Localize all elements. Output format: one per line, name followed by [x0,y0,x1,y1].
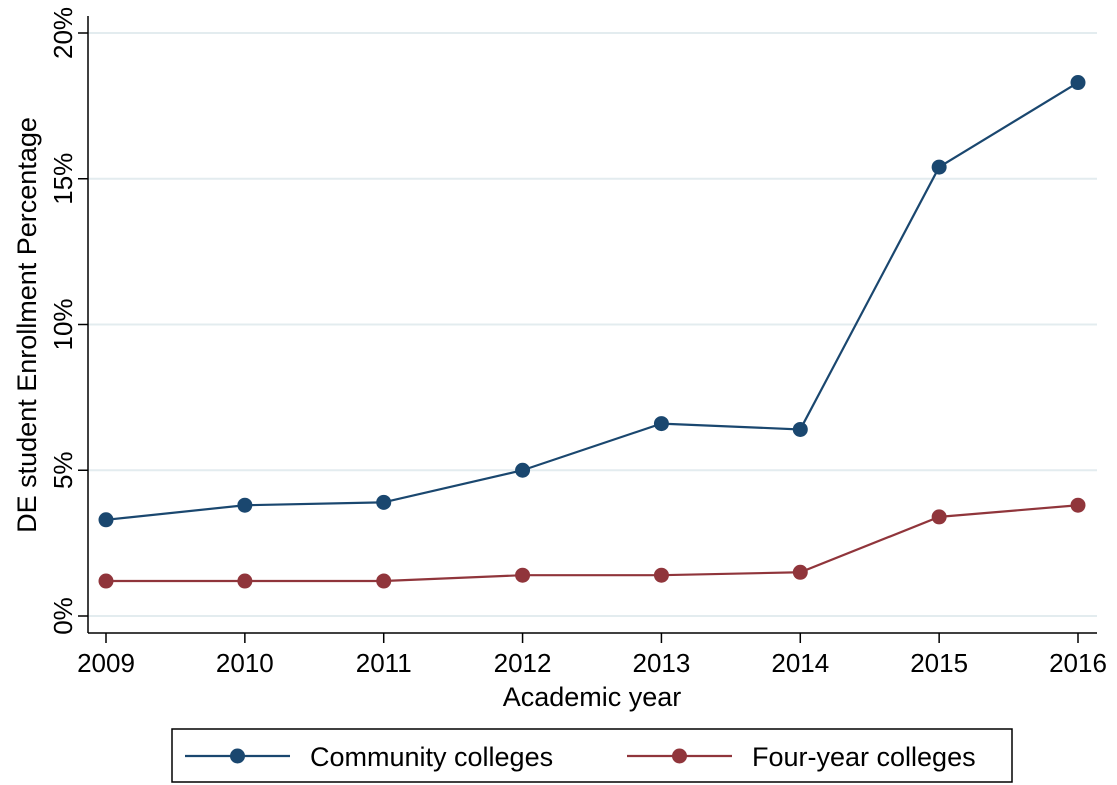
data-point [515,462,531,478]
series-2 [98,497,1086,589]
legend-marker [230,748,245,764]
data-point [376,573,392,589]
x-tick-label: 2015 [910,648,968,678]
series-line [105,81,1079,521]
y-axis-title: DE student Enrollment Percentage [12,117,42,533]
legend-box [171,728,1013,783]
legend-items: Community colleges Four-year colleges [185,742,976,772]
x-tick-label: 2011 [356,648,412,678]
x-axis-title: Academic year [503,682,682,712]
y-tick-label: 10% [48,298,78,350]
legend-item: Community colleges [185,742,553,772]
x-ticks: 2009 2010 2011 2012 2013 2014 2015 2016 [77,633,1107,678]
data-point [237,497,253,513]
data-point [376,494,392,510]
y-tick-label: 20% [48,7,78,59]
y-tick-label: 0% [48,597,78,635]
data-point [931,509,947,525]
data-point [98,512,114,528]
data-point [237,573,253,589]
y-ticks: 0% 5% 10% 15% 20% [48,7,88,635]
data-point [1070,75,1086,91]
data-point [653,567,669,583]
series-line [106,504,1079,583]
data-point [792,421,808,437]
legend-label: Community colleges [310,742,553,772]
data-point [653,416,669,432]
data-point [98,573,114,589]
gridlines [88,32,1097,617]
data-point [792,564,808,580]
series-group [98,75,1086,589]
x-tick-label: 2013 [633,648,691,678]
x-tick-label: 2009 [77,648,135,678]
x-tick-label: 2016 [1049,648,1107,678]
x-tick-label: 2014 [771,648,829,678]
legend: Community colleges Four-year colleges [171,728,1013,783]
legend-item: Four-year colleges [627,742,976,772]
y-tick-label: 5% [48,451,78,489]
legend-label: Four-year colleges [752,742,976,772]
x-tick-label: 2012 [494,648,552,678]
legend-marker [672,748,687,764]
data-point [515,567,531,583]
data-point [931,159,947,175]
data-point [1070,497,1086,513]
series-1 [98,75,1086,528]
x-tick-label: 2010 [216,648,274,678]
y-tick-label: 15% [48,153,78,205]
